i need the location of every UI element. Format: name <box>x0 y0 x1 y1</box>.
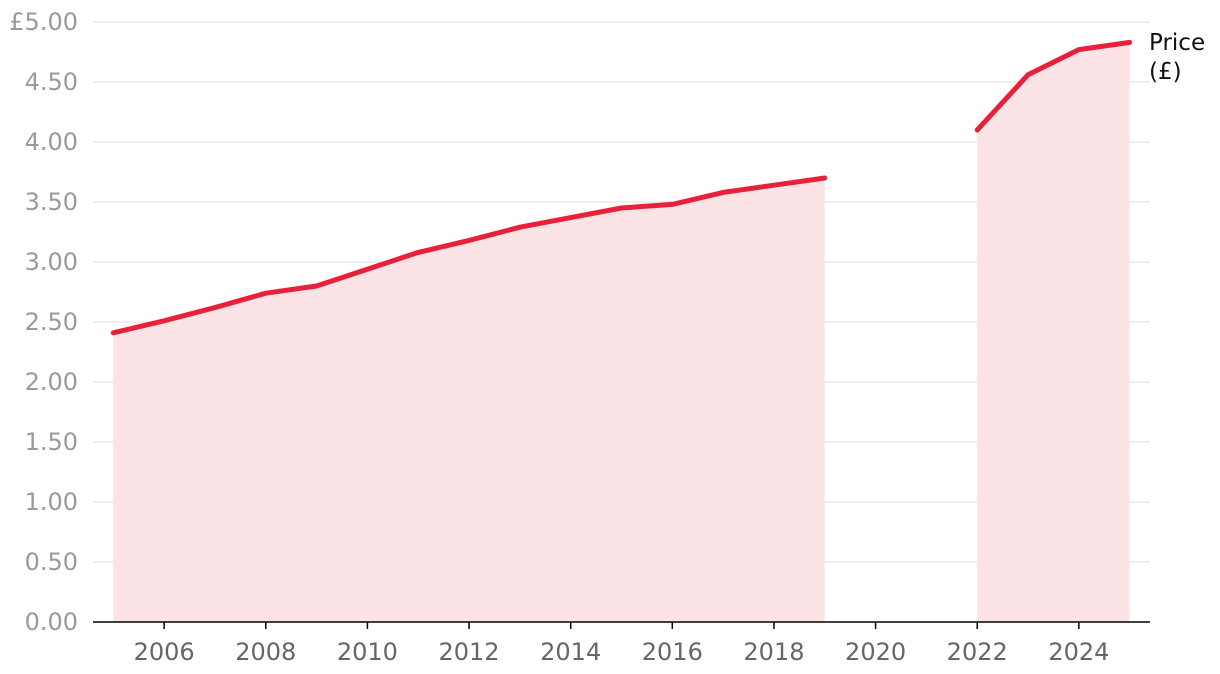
area-fill <box>113 178 825 622</box>
x-tick-label: 2014 <box>540 638 601 666</box>
y-tick-label: 0.50 <box>25 548 78 576</box>
x-tick-label: 2006 <box>134 638 195 666</box>
series-lines <box>110 39 1133 336</box>
price-series-line <box>110 175 828 336</box>
x-axis-tick-labels: 2006 2008 2010 2012 2014 2016 2018 2020 2022 2024 <box>134 638 1110 666</box>
y-tick-label: 4.50 <box>25 68 78 96</box>
x-tick-label: 2010 <box>337 638 398 666</box>
y-tick-label: 3.00 <box>25 248 78 276</box>
x-axis <box>93 621 1150 629</box>
y-tick-label: £5.00 <box>9 8 78 36</box>
y-tick-label: 1.50 <box>25 428 78 456</box>
series-label: Price (£) <box>1149 30 1205 85</box>
y-tick-label: 3.50 <box>25 188 78 216</box>
y-tick-label: 1.00 <box>25 488 78 516</box>
area-fills <box>113 42 1130 622</box>
x-tick-label: 2016 <box>642 638 703 666</box>
series-label-line: Price <box>1149 30 1205 56</box>
x-tick-label: 2018 <box>743 638 804 666</box>
y-tick-label: 4.00 <box>25 128 78 156</box>
x-tick-label: 2008 <box>235 638 296 666</box>
y-tick-label: 2.00 <box>25 368 78 396</box>
price-series-line <box>974 39 1133 133</box>
x-tick-label: 2012 <box>439 638 500 666</box>
x-tick-label: 2022 <box>947 638 1008 666</box>
series-label-line: (£) <box>1149 59 1182 85</box>
area-fill <box>977 42 1130 622</box>
y-axis-tick-labels: 0.00 0.50 1.00 1.50 2.00 2.50 3.00 3.50 4.00 4.50… <box>9 8 78 636</box>
x-tick-label: 2020 <box>845 638 906 666</box>
x-tick-label: 2024 <box>1048 638 1109 666</box>
y-tick-label: 2.50 <box>25 308 78 336</box>
y-tick-label: 0.00 <box>25 608 78 636</box>
